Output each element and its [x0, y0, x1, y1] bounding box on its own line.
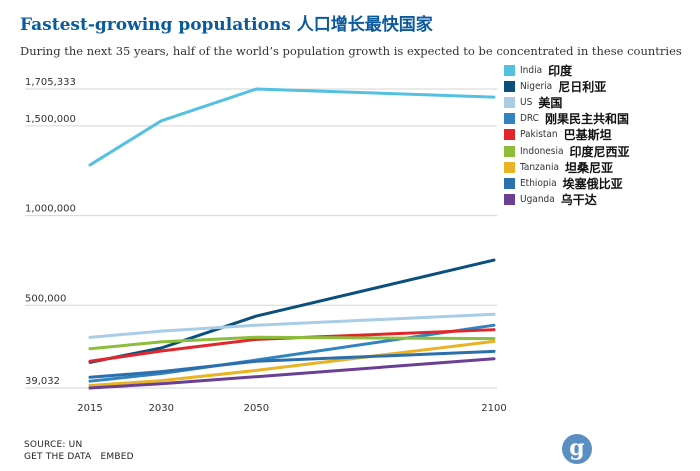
legend-item-tanzania: Tanzania 坦桑尼亚 — [504, 159, 630, 175]
chart-subtitle: During the next 35 years, half of the wo… — [20, 44, 682, 58]
y-tick-label: 1,705,333 — [25, 77, 76, 88]
legend-swatch — [504, 194, 515, 206]
legend-item-india: India 印度 — [504, 62, 630, 78]
legend-swatch — [504, 177, 515, 189]
legend-label: Nigeria — [520, 80, 553, 92]
legend-label: India — [520, 64, 543, 76]
legend-label-cn: 印度尼西亚 — [569, 144, 630, 159]
get-data-link[interactable]: GET THE DATA — [24, 452, 92, 462]
series-line-pakistan — [88, 328, 496, 363]
legend-label-cn: 美国 — [538, 95, 563, 110]
legend-item-nigeria: Nigeria 尼日利亚 — [504, 78, 630, 94]
series-line-ethiopia — [88, 349, 496, 379]
chart-legend: India 印度 Nigeria 尼日利亚 US 美国 DRC 刚果民主共和国 Pakistan… — [504, 62, 630, 208]
legend-label-cn: 尼日利亚 — [558, 79, 607, 94]
series-line-indonesia — [88, 335, 496, 351]
legend-label-cn: 坦桑尼亚 — [565, 160, 614, 175]
source-note: SOURCE: UN — [24, 440, 88, 450]
series-line-india — [88, 87, 496, 167]
series-line-uganda — [88, 357, 496, 390]
series-line-nigeria — [88, 258, 496, 364]
x-tick-label: 2015 — [77, 403, 102, 414]
legend-label: Uganda — [520, 194, 555, 206]
guardian-logo-icon: g — [562, 434, 592, 464]
y-tick-label: 39,032 — [25, 376, 60, 387]
footer-links: GET THE DATA EMBED — [24, 452, 140, 462]
legend-label: Tanzania — [520, 161, 560, 173]
series-line-us — [88, 312, 496, 339]
chart-title: Fastest-growing populations 人口增长最快国家 — [20, 15, 433, 35]
legend-swatch — [504, 96, 515, 108]
embed-link[interactable]: EMBED — [100, 452, 134, 462]
source-label: SOURCE: UN — [24, 440, 83, 450]
legend-label: Indonesia — [520, 145, 564, 157]
y-tick-label: 1,500,000 — [25, 114, 76, 125]
x-tick-label: 2030 — [149, 403, 174, 414]
legend-item-uganda: Uganda 乌干达 — [504, 192, 630, 208]
x-tick-label: 2100 — [481, 403, 506, 414]
y-tick-label: 500,000 — [25, 293, 66, 304]
legend-swatch — [504, 64, 515, 76]
legend-label: DRC — [520, 113, 539, 125]
legend-swatch — [504, 145, 515, 157]
x-tick-label: 2050 — [244, 403, 269, 414]
legend-swatch — [504, 80, 515, 92]
legend-item-pakistan: Pakistan 巴基斯坦 — [504, 127, 630, 143]
legend-item-ethiopia: Ethiopia 埃塞俄比亚 — [504, 175, 630, 191]
legend-label: Ethiopia — [520, 177, 557, 189]
legend-item-indonesia: Indonesia 印度尼西亚 — [504, 143, 630, 159]
legend-label-cn: 印度 — [548, 63, 573, 78]
legend-item-drc: DRC 刚果民主共和国 — [504, 111, 630, 127]
y-tick-label: 1,000,000 — [25, 204, 76, 215]
legend-label-cn: 埃塞俄比亚 — [562, 176, 623, 191]
legend-item-us: US 美国 — [504, 94, 630, 110]
legend-swatch — [504, 113, 515, 125]
legend-swatch — [504, 129, 515, 141]
legend-label-cn: 刚果民主共和国 — [544, 112, 629, 127]
legend-label-cn: 乌干达 — [560, 193, 597, 208]
legend-swatch — [504, 161, 515, 173]
legend-label: Pakistan — [520, 129, 558, 141]
legend-label-cn: 巴基斯坦 — [563, 128, 612, 143]
legend-label: US — [520, 96, 533, 108]
